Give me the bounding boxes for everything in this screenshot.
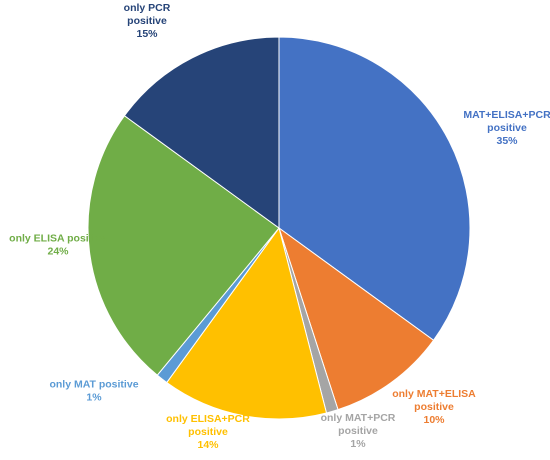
slice-label-0-line-0: MAT+ELISA+PCR [463,109,550,121]
slice-label-0: MAT+ELISA+PCR positive 35% [463,109,550,147]
slice-label-2-line-0: only MAT+PCR [321,412,396,424]
slice-label-4-line-1: 1% [86,392,102,404]
slice-label-3-line-2: 14% [197,439,219,451]
slice-label-6-line-2: 15% [136,28,158,40]
slice-label-3: only ELISA+PCR positive 14% [166,413,250,451]
slice-label-3-line-0: only ELISA+PCR [166,413,250,425]
pie-slice-5 [87,115,280,376]
slice-label-2-line-2: 1% [350,438,366,450]
slice-label-3-line-1: positive [188,426,228,438]
slice-label-0-line-2: 35% [496,135,518,147]
slice-label-6-line-1: positive [127,15,167,27]
slice-label-4-line-0: only MAT positive [49,379,138,391]
slice-label-6-line-0: only PCR [124,2,171,14]
slice-label-1-line-1: positive [414,401,454,413]
pie-slice-0 [278,36,471,341]
slice-label-4: only MAT positive 1% [49,379,138,404]
slice-label-1-line-0: only MAT+ELISA [392,388,476,400]
slice-label-5-line-1: 24% [47,246,69,258]
slice-label-2: only MAT+PCR positive 1% [321,412,396,450]
pie-slice-6 [123,36,280,229]
slice-label-2-line-1: positive [338,425,378,437]
slice-label-5-line-0: only ELISA positive [9,233,107,245]
slice-label-1-line-2: 10% [423,414,445,426]
slice-label-0-line-1: positive [487,122,527,134]
slice-label-5: only ELISA positive 24% [9,233,107,258]
pie-slice-3 [166,226,328,420]
slice-label-6: only PCR positive 15% [124,2,171,40]
slice-label-1: only MAT+ELISA positive 10% [392,388,476,426]
pie-slice-1 [278,226,435,411]
